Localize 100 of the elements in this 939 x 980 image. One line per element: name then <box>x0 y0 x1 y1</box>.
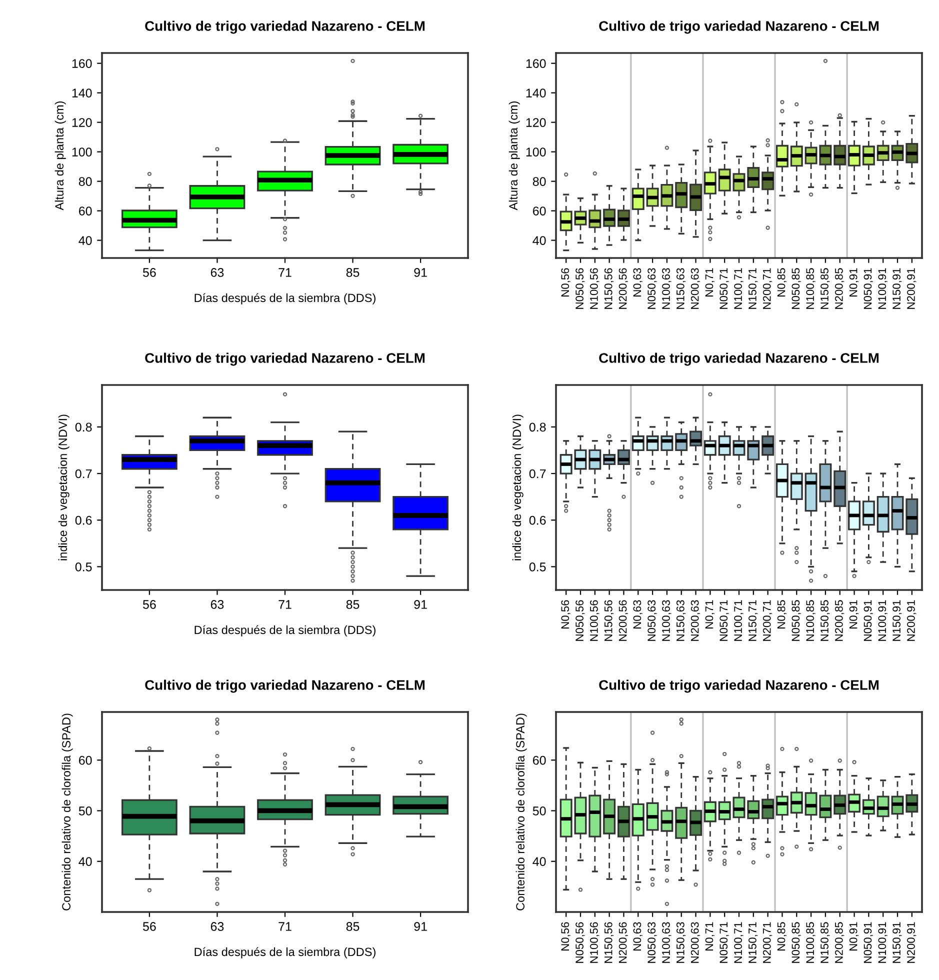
y-axis-title: Altura de planta (cm) <box>508 101 520 210</box>
x-tick-label: N100,71 <box>734 268 744 309</box>
x-tick-label: N0,56 <box>561 600 570 628</box>
y-tick-label: 60 <box>79 756 92 765</box>
x-tick-label: N150,63 <box>676 922 686 963</box>
x-tick-label: N150,56 <box>604 268 614 309</box>
x-tick-label: N100,56 <box>590 268 600 309</box>
x-tick-label: N200,91 <box>907 268 916 309</box>
x-tick-label: N150,71 <box>748 600 758 641</box>
y-tick-label: 140 <box>72 88 92 98</box>
x-tick-label: N050,56 <box>576 600 585 641</box>
y-axis-title: Contenido relativo de clorofila (SPAD) <box>62 714 73 910</box>
x-tick-label: N0,56 <box>561 268 570 296</box>
x-tick-label: N200,85 <box>834 922 844 963</box>
y-tick-label: 0.5 <box>75 562 92 572</box>
y-tick-label: 160 <box>72 59 92 68</box>
x-axis-title: Días después de la siembra (DDS) <box>194 293 376 304</box>
x-tick-label: N0,91 <box>849 922 859 950</box>
x-tick-label: N150,91 <box>892 922 902 963</box>
x-tick-label: N050,71 <box>720 922 729 963</box>
x-tick-label: N0,71 <box>705 268 714 296</box>
x-tick-label: N0,63 <box>633 268 642 296</box>
y-tick-label: 0.8 <box>529 422 546 432</box>
x-tick-label: N200,71 <box>762 600 772 641</box>
x-tick-label: N100,63 <box>662 268 672 309</box>
x-tick-label: N050,71 <box>720 268 729 309</box>
x-tick-label: N100,71 <box>734 600 744 641</box>
x-tick-label: 91 <box>414 922 427 931</box>
x-tick-label: N100,63 <box>662 922 672 963</box>
x-tick-label: N200,56 <box>618 268 628 309</box>
x-tick-label: N150,85 <box>820 268 830 309</box>
x-tick-label: 71 <box>278 268 292 277</box>
y-tick-label: 40 <box>78 857 92 866</box>
x-tick-label: N150,91 <box>892 268 902 309</box>
x-tick-label: 56 <box>142 922 156 931</box>
x-tick-label: N150,91 <box>892 600 902 641</box>
x-tick-label: 85 <box>346 268 360 277</box>
x-tick-label: N100,91 <box>878 922 888 963</box>
x-tick-label: 63 <box>210 922 224 931</box>
x-tick-label: N0,71 <box>705 600 714 628</box>
x-tick-label: N200,63 <box>690 268 700 309</box>
x-tick-label: N050,85 <box>792 600 801 641</box>
x-tick-label: N050,91 <box>864 922 873 963</box>
chart-title: Cultivo de trigo variedad Nazareno - CELM <box>599 680 879 693</box>
x-tick-label: N200,56 <box>618 600 628 641</box>
x-tick-label: N150,85 <box>820 600 830 641</box>
x-tick-label: 63 <box>210 268 224 277</box>
y-tick-label: 40 <box>78 236 92 245</box>
x-tick-label: N050,85 <box>792 268 801 309</box>
x-tick-label: N150,56 <box>604 600 614 641</box>
x-tick-label: N0,91 <box>849 600 859 628</box>
x-tick-label: 56 <box>142 268 156 277</box>
y-tick-label: 0.7 <box>529 469 546 478</box>
x-tick-label: N200,56 <box>618 922 628 963</box>
x-tick-label: N0,71 <box>705 922 714 950</box>
x-tick-label: N150,85 <box>820 922 830 963</box>
x-tick-label: N100,85 <box>806 922 816 963</box>
y-tick-label: 60 <box>533 756 546 765</box>
y-tick-label: 0.7 <box>75 469 92 478</box>
y-tick-label: 0.8 <box>75 422 92 432</box>
x-tick-label: N0,85 <box>777 600 787 628</box>
x-tick-label: N050,71 <box>720 600 729 641</box>
y-tick-label: 0.6 <box>529 516 546 525</box>
y-tick-label: 60 <box>533 206 546 216</box>
x-tick-label: N200,71 <box>762 268 772 309</box>
y-axis-title: Altura de planta (cm) <box>54 101 66 210</box>
y-tick-label: 0.6 <box>75 516 92 525</box>
x-tick-label: N200,85 <box>834 600 844 641</box>
x-tick-label: N050,63 <box>648 922 657 963</box>
y-tick-label: 160 <box>526 59 546 68</box>
x-tick-label: N200,63 <box>690 922 700 963</box>
x-tick-label: N0,85 <box>777 922 787 950</box>
chart-title: Cultivo de trigo variedad Nazareno - CELM <box>145 20 425 34</box>
y-tick-label: 100 <box>526 148 546 156</box>
y-axis-title: indice de vegetacion (NDVI) <box>512 414 524 560</box>
x-tick-label: 56 <box>142 600 156 609</box>
x-tick-label: 85 <box>346 922 360 931</box>
x-tick-label: 71 <box>278 922 292 931</box>
y-tick-label: 80 <box>532 177 546 186</box>
y-tick-label: 50 <box>532 806 546 816</box>
y-tick-label: 80 <box>78 177 92 186</box>
x-tick-label: N050,63 <box>648 600 657 641</box>
x-axis-title: Días después de la siembra (DDS) <box>194 625 376 636</box>
x-tick-label: N0,56 <box>561 922 570 950</box>
y-tick-label: 0.5 <box>529 562 546 572</box>
x-tick-label: N100,85 <box>806 268 816 309</box>
x-tick-label: N100,91 <box>878 600 888 641</box>
x-tick-label: N100,71 <box>734 922 744 963</box>
x-tick-label: 71 <box>278 600 292 609</box>
x-tick-label: N150,71 <box>748 268 758 309</box>
y-tick-label: 40 <box>532 857 546 866</box>
x-tick-label: N050,56 <box>576 922 585 963</box>
x-tick-label: N100,56 <box>590 600 600 641</box>
chart-title: Cultivo de trigo variedad Nazareno - CELM <box>599 20 879 34</box>
y-axis-title: indice de vegetacion (NDVI) <box>58 414 70 560</box>
x-tick-label: N200,85 <box>834 268 844 309</box>
x-tick-label: 63 <box>210 600 224 609</box>
y-axis-title: Contenido relativo de clorofila (SPAD) <box>516 714 527 910</box>
x-tick-label: N100,56 <box>590 922 600 963</box>
x-tick-label: N050,91 <box>864 600 873 641</box>
